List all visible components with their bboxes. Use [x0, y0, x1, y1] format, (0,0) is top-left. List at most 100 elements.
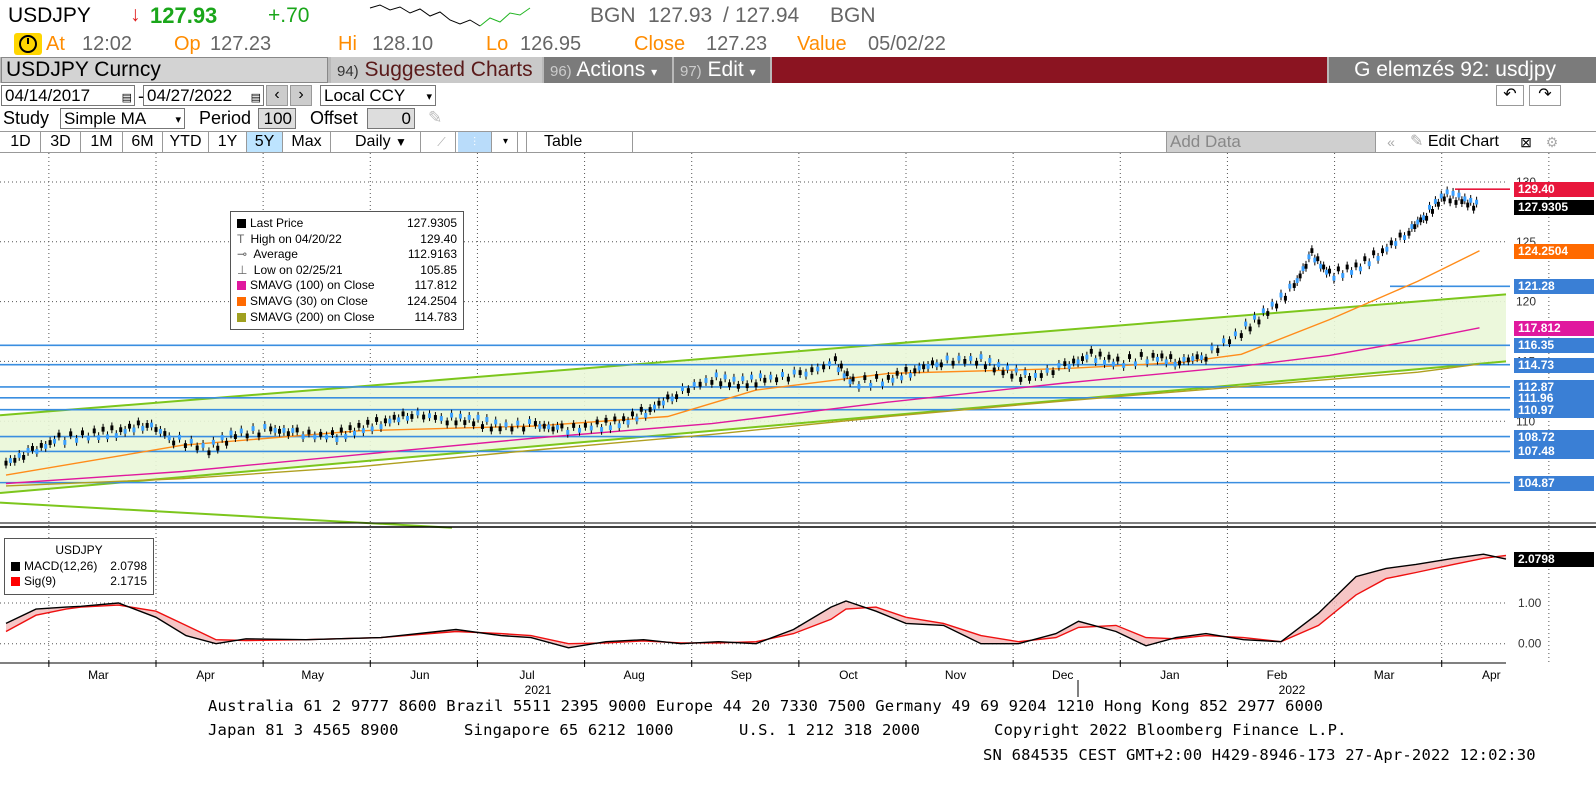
end-date: 04/27/2022	[147, 86, 233, 105]
price-candle	[189, 438, 193, 444]
offset-input[interactable]: 0	[367, 108, 415, 129]
prev-range-button[interactable]: ‹	[266, 85, 288, 106]
price-candle	[572, 423, 576, 428]
edit-chart-button[interactable]: ✎ Edit Chart	[1410, 132, 1510, 152]
price-candle	[1057, 362, 1061, 368]
price-candle	[233, 434, 237, 439]
price-candle	[1394, 241, 1398, 246]
period-button-max[interactable]: Max	[283, 132, 331, 152]
price-candle	[1253, 314, 1257, 320]
price-candle	[1416, 219, 1420, 225]
footer-phone-line: Australia 61 2 9777 8600 Brazil 5511 239…	[208, 697, 1324, 715]
pencil-icon[interactable]: ✎	[428, 108, 443, 127]
price-candle	[504, 422, 508, 428]
add-data-input[interactable]: Add Data	[1166, 131, 1376, 153]
price-candle	[291, 428, 295, 433]
currency-select[interactable]: Local CCY ▾	[320, 85, 436, 106]
period-button-1y[interactable]: 1Y	[209, 132, 247, 152]
level-tag: 129.40	[1514, 182, 1594, 198]
period-button-5y[interactable]: 5Y	[247, 132, 283, 152]
legend-swatch	[237, 312, 246, 322]
collapse-icon[interactable]: «	[1387, 134, 1395, 150]
line-chart-icon[interactable]: ⟋	[428, 132, 456, 152]
x-tick-label: Jan	[1160, 668, 1179, 682]
start-date-input[interactable]: 04/14/2017 ▤	[1, 85, 135, 106]
price-candle	[1116, 356, 1120, 362]
price-candle	[1448, 198, 1452, 204]
price-candle	[542, 423, 546, 429]
x-tick-label: Mar	[1374, 668, 1395, 682]
price-candle	[1275, 303, 1279, 309]
price-candle	[344, 434, 348, 439]
price-candle	[1270, 301, 1274, 307]
price-candle	[1107, 354, 1111, 360]
price-candle	[839, 363, 843, 369]
price-candle	[273, 427, 277, 433]
calendar-icon[interactable]: ▤	[250, 92, 261, 104]
clock-icon[interactable]	[14, 33, 42, 55]
study-value: Simple MA	[64, 109, 147, 128]
edit-label: Edit	[707, 58, 744, 81]
gear-icon[interactable]: ⚙	[1545, 134, 1559, 150]
period-button-ytd[interactable]: YTD	[163, 132, 209, 152]
period-button-1d[interactable]: 1D	[1, 132, 41, 152]
price-candle	[257, 432, 261, 438]
price-candle	[600, 427, 604, 432]
price-candle	[251, 426, 255, 431]
price-candle	[75, 437, 79, 443]
legend-row: SMAVG (100) on Close 117.812	[237, 278, 457, 294]
price-candle	[1085, 354, 1089, 360]
suggested-charts-button[interactable]: 94) Suggested Charts	[331, 57, 542, 83]
x-tick-label: Oct	[839, 668, 858, 682]
bar-chart-icon[interactable]: ⫶	[458, 132, 492, 152]
price-candle	[361, 428, 365, 434]
next-range-button[interactable]: ›	[290, 85, 312, 106]
period-button-1m[interactable]: 1M	[81, 132, 123, 152]
chevron-down-icon: ▾	[175, 114, 181, 126]
price-candle	[1313, 257, 1317, 263]
period-button-6m[interactable]: 6M	[123, 132, 163, 152]
chart-settings-icon[interactable]: ⊠	[1520, 134, 1532, 150]
chevron-down-icon: ▼	[395, 135, 407, 149]
price-candle	[1063, 361, 1067, 366]
chevron-down-icon[interactable]: ▾	[494, 132, 518, 152]
price-candle	[339, 427, 343, 433]
price-candle	[92, 428, 96, 434]
security-field[interactable]: USDJPY Curncy	[1, 57, 328, 83]
price-candle	[917, 365, 921, 371]
end-date-input[interactable]: 04/27/2022 ▤	[143, 85, 264, 106]
price-candle	[325, 434, 329, 440]
legend-value: 129.40	[420, 231, 457, 246]
edit-menu[interactable]: 97) Edit ▾	[674, 57, 770, 83]
price-candle	[851, 376, 855, 382]
frequency-select[interactable]: Daily ▼	[349, 132, 421, 152]
price-candle	[245, 433, 249, 439]
price-candle	[666, 394, 670, 400]
x-tick-label: Apr	[1482, 668, 1501, 682]
period-input[interactable]: 100	[258, 108, 296, 129]
price-candle	[1133, 361, 1137, 367]
legend-value: 105.85	[420, 262, 457, 277]
undo-icon[interactable]: ↶	[1496, 85, 1524, 106]
price-candle	[939, 362, 943, 368]
price-candle	[547, 424, 551, 430]
price-candle	[86, 435, 90, 441]
price-chart[interactable]: 1101151201251300.001.00MarAprMayJunJulAu…	[0, 153, 1596, 713]
period-button-3d[interactable]: 3D	[41, 132, 81, 152]
macd-fill	[6, 554, 1506, 648]
suggested-label: Suggested Charts	[364, 58, 533, 81]
legend-swatch	[237, 296, 246, 306]
moving-average-line	[5, 363, 1480, 487]
price-candle	[719, 381, 723, 387]
price-candle	[494, 419, 498, 425]
price-candle	[8, 458, 12, 463]
redo-icon[interactable]: ↷	[1529, 85, 1561, 106]
study-select[interactable]: Simple MA ▾	[60, 108, 185, 129]
price-candle	[1103, 360, 1107, 365]
calendar-icon[interactable]: ▤	[121, 92, 132, 104]
table-button[interactable]: Table	[526, 132, 633, 152]
price-candle	[375, 417, 379, 422]
actions-menu[interactable]: 96) Actions ▾	[544, 57, 672, 83]
legend-value: 112.9163	[407, 247, 457, 262]
legend-label: SMAVG (200) on Close	[250, 309, 375, 324]
